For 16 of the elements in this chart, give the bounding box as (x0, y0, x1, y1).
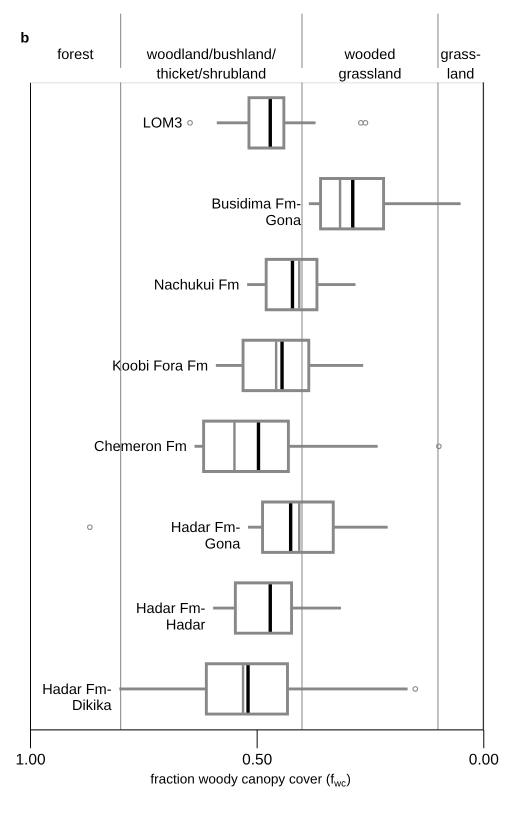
y-tick-label: Busidima Fm- Gona (212, 196, 302, 230)
y-tick-label: Hadar Fm- Hadar (136, 600, 206, 634)
y-tick-label: Chemeron Fm (94, 439, 187, 456)
band-label: woodland/bushland/ thicket/shrubland (146, 47, 277, 83)
y-tick-label: Hadar Fm- Dikika (42, 682, 112, 714)
x-tick-label: 0.50 (242, 752, 272, 769)
y-tick-label: Koobi Fora Fm (112, 358, 208, 374)
band-label: wooded grassland (338, 47, 402, 83)
band-label: forest (57, 47, 94, 64)
chart-title: b (20, 30, 30, 47)
x-tick-label: 0.00 (468, 752, 499, 769)
band-label: grass- land (440, 47, 481, 83)
y-tick-label: Hadar Fm- Gona (170, 520, 242, 552)
y-tick-label: Nachukui Fm (154, 277, 240, 294)
y-tick-label: LOM3 (142, 116, 182, 132)
x-tick-label: 1.00 (15, 752, 46, 769)
